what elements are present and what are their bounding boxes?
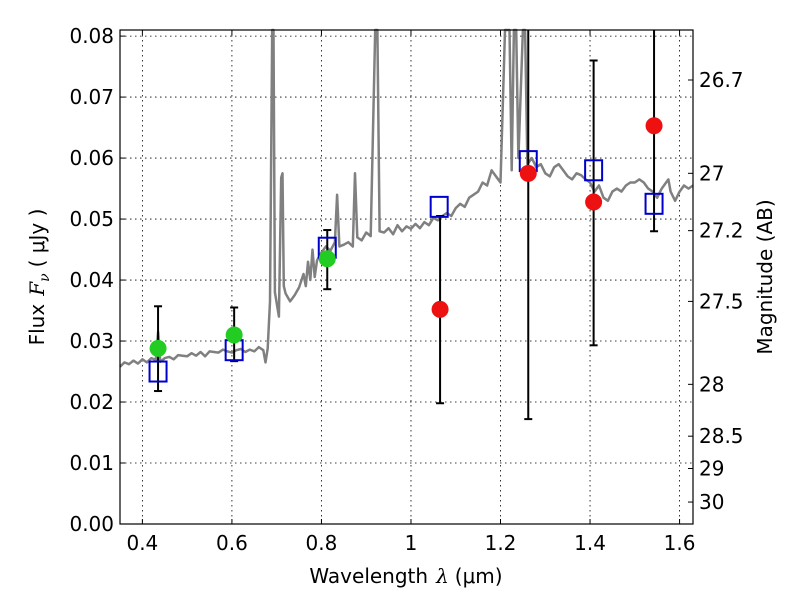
- y-tick-label: 0.05: [69, 207, 114, 231]
- y2-tick-label: 27.2: [699, 219, 744, 243]
- marker-layer: [148, 117, 664, 383]
- y-tick-label: 0.03: [69, 329, 114, 353]
- x-axis-label-text: Wavelength: [309, 564, 428, 588]
- y-axis-label-subscript: ν: [37, 273, 53, 282]
- x-tick-label: 1.4: [574, 531, 606, 555]
- y-axis-label: Flux Fν ( μJy ): [25, 209, 53, 346]
- model-photometry-square: [644, 192, 664, 215]
- y2-tick-label: 28: [699, 372, 724, 396]
- y2-tick-label: 27: [699, 161, 724, 185]
- y2-tick-label: 28.5: [699, 424, 744, 448]
- nondetection-point: [431, 300, 449, 318]
- y-axis-label-unit: ( μJy ): [25, 209, 49, 268]
- spectrum-layer: [119, 28, 694, 368]
- model-photometry-square: [429, 195, 449, 218]
- tick-layer: 0.4 0.6 0.8 1 1.2 1.4 1.6 0.00 0.01 0.02 0.03 0.04 0…: [69, 24, 743, 555]
- y-tick-label: 0.07: [69, 85, 114, 109]
- y-tick-label: 0.01: [69, 451, 114, 475]
- y-tick-label: 0.08: [69, 24, 114, 48]
- y-tick-label: 0.02: [69, 390, 114, 414]
- y-tick-label: 0.04: [69, 268, 114, 292]
- x-tick-label: 1: [405, 531, 418, 555]
- grid-layer: [120, 30, 693, 524]
- y2-tick-label: 29: [699, 457, 724, 481]
- nondetection-point: [645, 117, 663, 135]
- nondetection-point: [519, 164, 537, 182]
- x-tick-label: 1.2: [485, 531, 517, 555]
- nondetection-point: [585, 193, 603, 211]
- y2-tick-label: 30: [699, 490, 724, 514]
- x-axis-label-unit: (μm): [455, 564, 503, 588]
- x-tick-label: 0.6: [216, 531, 248, 555]
- y-axis-label-text: Flux: [25, 304, 49, 346]
- model-photometry-square: [584, 159, 604, 182]
- y2-axis-label: Magnitude (AB): [753, 199, 777, 354]
- plot-frame: [119, 29, 694, 525]
- x-axis-label-symbol: λ: [435, 564, 449, 588]
- y2-tick-label: 27.5: [699, 289, 744, 313]
- detection-point: [225, 326, 243, 344]
- spectrum-line: [119, 28, 694, 368]
- x-tick-label: 1.6: [664, 531, 696, 555]
- x-axis-label: Wavelength λ (μm): [309, 564, 502, 588]
- x-tick-label: 0.8: [306, 531, 338, 555]
- y-tick-label: 0.00: [69, 512, 114, 536]
- y-axis-label-symbol: F: [25, 281, 49, 297]
- model-photometry-square: [148, 360, 168, 383]
- x-tick-label: 0.4: [126, 531, 158, 555]
- detection-point: [149, 339, 167, 357]
- detection-point: [318, 250, 336, 268]
- y-tick-label: 0.06: [69, 146, 114, 170]
- y2-tick-label: 26.7: [699, 68, 744, 92]
